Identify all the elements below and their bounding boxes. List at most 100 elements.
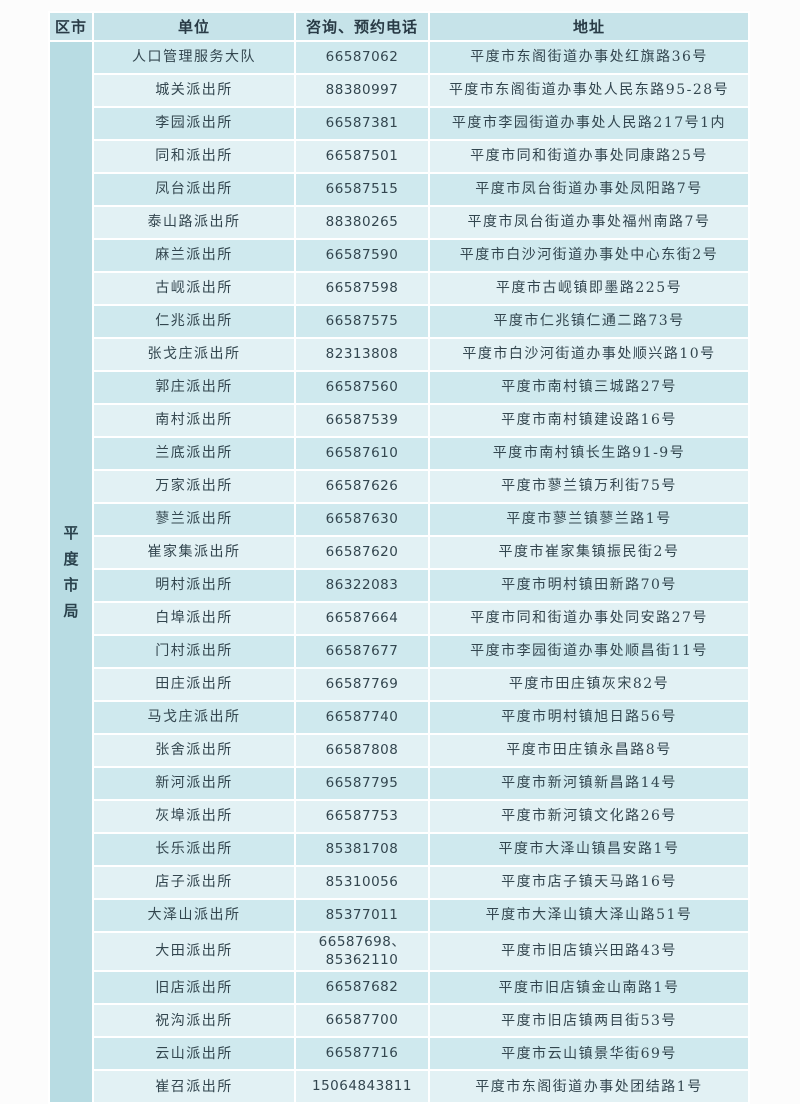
unit-cell: 灰埠派出所 xyxy=(94,801,294,832)
unit-cell: 郭庄派出所 xyxy=(94,372,294,403)
table-row: 长乐派出所 85381708 平度市大泽山镇昌安路1号 xyxy=(50,834,748,865)
phone-cell: 66587062 xyxy=(296,42,428,73)
phone-cell: 66587795 xyxy=(296,768,428,799)
phone-cell: 88380265 xyxy=(296,207,428,238)
address-cell: 平度市蓼兰镇万利街75号 xyxy=(430,471,748,502)
table-row: 麻兰派出所 66587590 平度市白沙河街道办事处中心东街2号 xyxy=(50,240,748,271)
phone-cell: 66587590 xyxy=(296,240,428,271)
address-cell: 平度市旧店镇金山南路1号 xyxy=(430,972,748,1004)
table-row: 旧店派出所 66587682 平度市旧店镇金山南路1号 xyxy=(50,972,748,1004)
header-phone: 咨询、预约电话 xyxy=(296,13,428,40)
phone-cell: 66587808 xyxy=(296,735,428,766)
table-row: 万家派出所 66587626 平度市蓼兰镇万利街75号 xyxy=(50,471,748,502)
address-cell: 平度市南村镇长生路91-9号 xyxy=(430,438,748,469)
unit-cell: 仁兆派出所 xyxy=(94,306,294,337)
contact-table-wrap: 区市 单位 咨询、预约电话 地址 平度市局 人口管理服务大队 66587062 平度市… xyxy=(48,11,752,1104)
phone-cell: 66587620 xyxy=(296,537,428,568)
unit-cell: 祝沟派出所 xyxy=(94,1005,294,1037)
phone-cell: 82313808 xyxy=(296,339,428,370)
table-row: 南村派出所 66587539 平度市南村镇建设路16号 xyxy=(50,405,748,436)
address-cell: 平度市蓼兰镇蓼兰路1号 xyxy=(430,504,748,535)
phone-cell: 15064843811 xyxy=(296,1071,428,1103)
table-row: 郭庄派出所 66587560 平度市南村镇三城路27号 xyxy=(50,372,748,403)
unit-cell: 明村派出所 xyxy=(94,570,294,601)
phone-cell: 86322083 xyxy=(296,570,428,601)
unit-cell: 张戈庄派出所 xyxy=(94,339,294,370)
unit-cell: 张舍派出所 xyxy=(94,735,294,766)
phone-cell: 66587560 xyxy=(296,372,428,403)
district-cell: 平度市局 xyxy=(50,42,92,1103)
header-district: 区市 xyxy=(50,13,92,40)
unit-cell: 古岘派出所 xyxy=(94,273,294,304)
unit-cell: 李园派出所 xyxy=(94,108,294,139)
address-cell: 平度市白沙河街道办事处中心东街2号 xyxy=(430,240,748,271)
address-cell: 平度市东阁街道办事处人民东路95-28号 xyxy=(430,75,748,106)
address-cell: 平度市田庄镇永昌路8号 xyxy=(430,735,748,766)
table-row: 灰埠派出所 66587753 平度市新河镇文化路26号 xyxy=(50,801,748,832)
table-row: 泰山路派出所 88380265 平度市凤台街道办事处福州南路7号 xyxy=(50,207,748,238)
table-row: 白埠派出所 66587664 平度市同和街道办事处同安路27号 xyxy=(50,603,748,634)
district-label: 平度市局 xyxy=(63,524,79,621)
phone-cell: 66587630 xyxy=(296,504,428,535)
phone-cell: 85310056 xyxy=(296,867,428,898)
table-row: 仁兆派出所 66587575 平度市仁兆镇仁通二路73号 xyxy=(50,306,748,337)
phone-cell: 66587740 xyxy=(296,702,428,733)
unit-cell: 崔召派出所 xyxy=(94,1071,294,1103)
unit-cell: 大泽山派出所 xyxy=(94,900,294,931)
phone-cell: 66587664 xyxy=(296,603,428,634)
phone-cell: 66587515 xyxy=(296,174,428,205)
table-row: 大田派出所 66587698、 85362110 平度市旧店镇兴田路43号 xyxy=(50,933,748,971)
address-cell: 平度市凤台街道办事处凤阳路7号 xyxy=(430,174,748,205)
unit-cell: 人口管理服务大队 xyxy=(94,42,294,73)
unit-cell: 大田派出所 xyxy=(94,933,294,971)
address-cell: 平度市凤台街道办事处福州南路7号 xyxy=(430,207,748,238)
address-cell: 平度市东阁街道办事处红旗路36号 xyxy=(430,42,748,73)
phone-cell: 66587769 xyxy=(296,669,428,700)
table-row: 张舍派出所 66587808 平度市田庄镇永昌路8号 xyxy=(50,735,748,766)
phone-cell: 85381708 xyxy=(296,834,428,865)
unit-cell: 麻兰派出所 xyxy=(94,240,294,271)
unit-cell: 蓼兰派出所 xyxy=(94,504,294,535)
address-cell: 平度市大泽山镇昌安路1号 xyxy=(430,834,748,865)
unit-cell: 云山派出所 xyxy=(94,1038,294,1070)
address-cell: 平度市白沙河街道办事处顺兴路10号 xyxy=(430,339,748,370)
address-cell: 平度市大泽山镇大泽山路51号 xyxy=(430,900,748,931)
phone-cell: 66587575 xyxy=(296,306,428,337)
table-row: 平度市局 人口管理服务大队 66587062 平度市东阁街道办事处红旗路36号 xyxy=(50,42,748,1103)
unit-cell: 兰底派出所 xyxy=(94,438,294,469)
table-row: 蓼兰派出所 66587630 平度市蓼兰镇蓼兰路1号 xyxy=(50,504,748,535)
unit-cell: 白埠派出所 xyxy=(94,603,294,634)
address-cell: 平度市仁兆镇仁通二路73号 xyxy=(430,306,748,337)
table-row: 田庄派出所 66587769 平度市田庄镇灰宋82号 xyxy=(50,669,748,700)
unit-cell: 城关派出所 xyxy=(94,75,294,106)
table-row: 崔家集派出所 66587620 平度市崔家集镇振民街2号 xyxy=(50,537,748,568)
unit-cell: 同和派出所 xyxy=(94,141,294,172)
phone-cell: 66587501 xyxy=(296,141,428,172)
address-cell: 平度市同和街道办事处同康路25号 xyxy=(430,141,748,172)
address-cell: 平度市崔家集镇振民街2号 xyxy=(430,537,748,568)
phone-cell: 66587700 xyxy=(296,1005,428,1037)
header-row: 区市 单位 咨询、预约电话 地址 xyxy=(50,13,748,40)
phone-cell: 66587626 xyxy=(296,471,428,502)
phone-cell: 66587716 xyxy=(296,1038,428,1070)
table-row: 门村派出所 66587677 平度市李园街道办事处顺昌街11号 xyxy=(50,636,748,667)
table-row: 店子派出所 85310056 平度市店子镇天马路16号 xyxy=(50,867,748,898)
phone-cell: 66587381 xyxy=(296,108,428,139)
phone-cell: 66587598 xyxy=(296,273,428,304)
phone-cell: 85377011 xyxy=(296,900,428,931)
address-cell: 平度市田庄镇灰宋82号 xyxy=(430,669,748,700)
address-cell: 平度市新河镇新昌路14号 xyxy=(430,768,748,799)
table-row: 马戈庄派出所 66587740 平度市明村镇旭日路56号 xyxy=(50,702,748,733)
address-cell: 平度市同和街道办事处同安路27号 xyxy=(430,603,748,634)
address-cell: 平度市李园街道办事处顺昌街11号 xyxy=(430,636,748,667)
unit-cell: 马戈庄派出所 xyxy=(94,702,294,733)
table-row: 明村派出所 86322083 平度市明村镇田新路70号 xyxy=(50,570,748,601)
unit-cell: 旧店派出所 xyxy=(94,972,294,1004)
address-cell: 平度市李园街道办事处人民路217号1内 xyxy=(430,108,748,139)
table-body: 平度市局 人口管理服务大队 66587062 平度市东阁街道办事处红旗路36号城关派出… xyxy=(50,42,748,1103)
unit-cell: 崔家集派出所 xyxy=(94,537,294,568)
table-row: 张戈庄派出所 82313808 平度市白沙河街道办事处顺兴路10号 xyxy=(50,339,748,370)
address-cell: 平度市东阁街道办事处团结路1号 xyxy=(430,1071,748,1103)
address-cell: 平度市古岘镇即墨路225号 xyxy=(430,273,748,304)
table-row: 凤台派出所 66587515 平度市凤台街道办事处凤阳路7号 xyxy=(50,174,748,205)
